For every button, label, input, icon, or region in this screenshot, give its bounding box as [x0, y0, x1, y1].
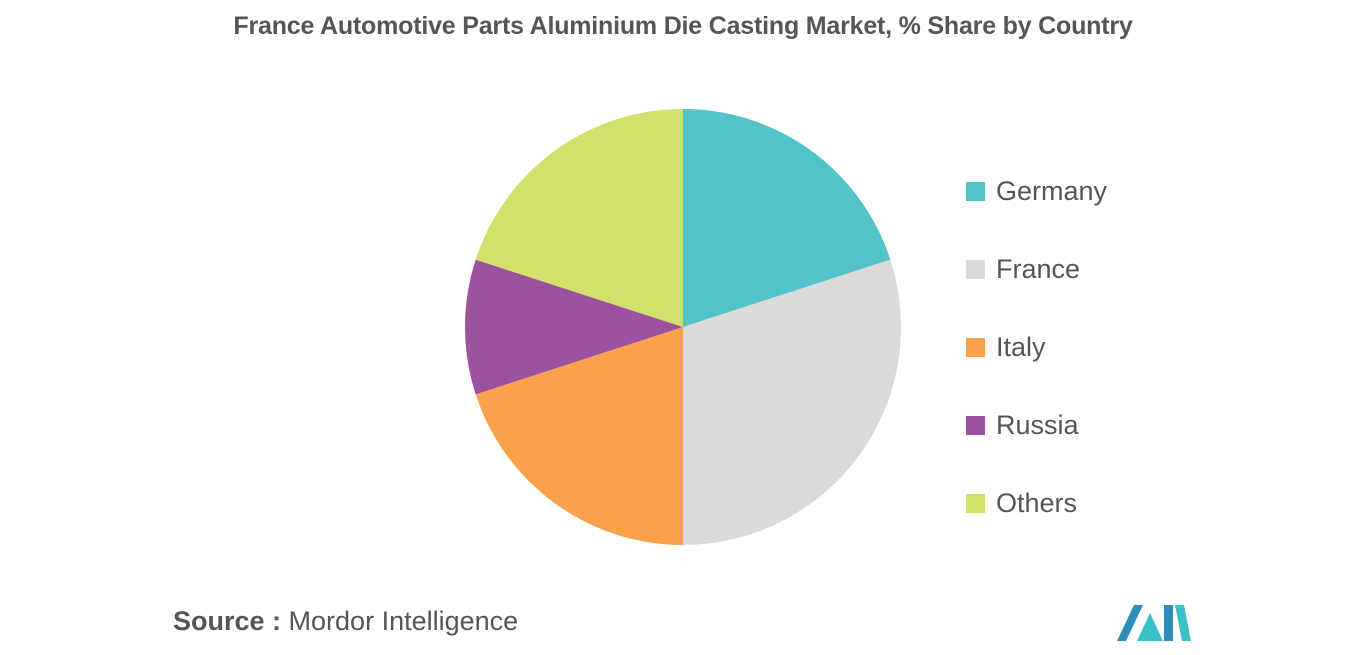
logo-shape-right-b	[1175, 605, 1191, 641]
pie-slice-italy	[475, 327, 683, 545]
legend-label: Russia	[996, 409, 1079, 440]
legend-item-france: France	[966, 230, 1107, 308]
logo-shape-left	[1117, 605, 1143, 641]
legend-swatch	[966, 181, 985, 201]
legend-label: Others	[996, 487, 1078, 518]
pie-slice-france	[683, 259, 901, 545]
legend-label: Italy	[996, 331, 1046, 362]
logo-shape-right-a	[1164, 605, 1173, 641]
chart-legend: Germany France Italy Russia Others	[966, 152, 1107, 542]
source-text: Mordor Intelligence	[288, 606, 519, 636]
mordor-intelligence-logo	[1117, 605, 1191, 641]
legend-swatch	[966, 493, 985, 513]
pie-slice-germany	[683, 109, 891, 327]
legend-item-germany: Germany	[966, 152, 1107, 230]
legend-swatch	[966, 337, 985, 357]
legend-item-others: Others	[966, 464, 1107, 542]
chart-title: France Automotive Parts Aluminium Die Ca…	[233, 12, 1133, 40]
source-prefix: Source :	[173, 606, 282, 636]
pie-slice-russia	[465, 259, 683, 395]
legend-swatch	[966, 259, 985, 279]
pie-slice-others	[475, 109, 683, 327]
legend-swatch	[966, 415, 985, 435]
legend-label: Germany	[996, 175, 1108, 206]
legend-label: France	[996, 253, 1081, 284]
source-line: Source : Mordor Intelligence	[173, 606, 518, 637]
logo-shape-middle	[1137, 613, 1163, 641]
legend-item-italy: Italy	[966, 308, 1107, 386]
legend-item-russia: Russia	[966, 386, 1107, 464]
